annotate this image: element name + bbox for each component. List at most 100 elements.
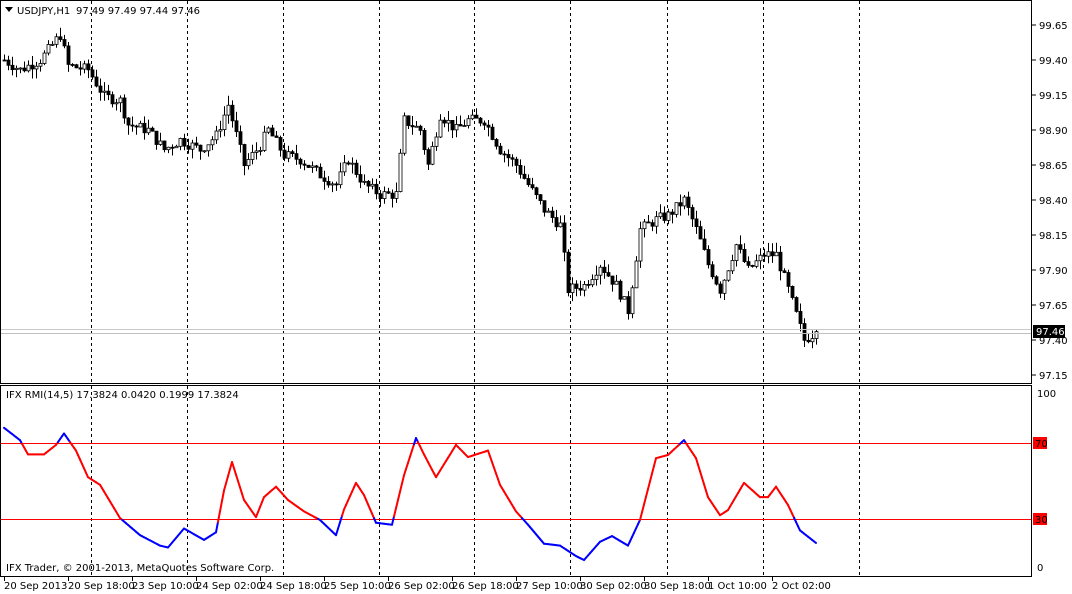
bear-candle — [450, 119, 455, 131]
bull-candle — [582, 283, 587, 291]
price-tick-label: 98.40 — [1039, 196, 1068, 207]
bull-candle — [202, 150, 207, 153]
bear-candle — [182, 138, 187, 147]
rmi-segment — [241, 492, 245, 501]
bull-candle — [138, 122, 143, 128]
bull-candle — [546, 210, 551, 213]
bear-candle — [2, 59, 7, 62]
bear-candle — [94, 76, 99, 87]
rmi-tick-label: 30 — [1035, 515, 1048, 526]
rmi-segment — [651, 464, 655, 475]
bear-candle — [6, 59, 11, 66]
price-tick-label: 98.90 — [1039, 126, 1068, 137]
bear-candle — [150, 127, 155, 132]
bear-candle — [242, 144, 247, 167]
bull-candle — [754, 260, 759, 267]
bear-candle — [686, 196, 691, 208]
bear-candle — [318, 166, 323, 179]
bull-candle — [82, 63, 87, 70]
rmi-segment — [401, 474, 405, 485]
bear-candle — [802, 323, 807, 341]
bull-candle — [642, 221, 647, 230]
bear-candle — [290, 151, 295, 155]
bear-candle — [306, 164, 311, 168]
bull-candle — [810, 338, 815, 343]
bear-candle — [554, 217, 559, 228]
bear-candle — [702, 238, 707, 250]
bear-candle — [526, 178, 531, 186]
bull-candle — [206, 144, 211, 152]
bull-candle — [766, 251, 771, 257]
rmi-segment — [215, 520, 219, 534]
current-price-box — [1033, 325, 1065, 338]
price-tick-label: 97.40 — [1039, 336, 1068, 347]
bear-candle — [626, 296, 631, 315]
symbol-menu-arrow-icon[interactable] — [5, 7, 13, 12]
bull-candle — [402, 115, 407, 154]
bull-candle — [26, 64, 31, 72]
bull-candle — [730, 260, 735, 272]
price-pane-border — [0, 0, 1032, 384]
bull-candle — [758, 254, 763, 262]
bull-candle — [638, 228, 643, 262]
bear-candle — [426, 149, 431, 165]
bull-candle — [338, 171, 343, 186]
time-tick-label: 20 Sep 2013 — [4, 581, 67, 592]
bear-candle — [618, 280, 623, 300]
bull-candle — [18, 67, 23, 70]
bear-candle — [410, 125, 415, 128]
rmi-segment — [403, 468, 407, 477]
current-price-label: 97.46 — [1036, 327, 1065, 338]
bull-candle — [682, 196, 687, 207]
bear-candle — [678, 202, 683, 207]
bear-candle — [186, 145, 191, 150]
bear-candle — [66, 45, 71, 65]
time-tick-label: 2 Oct 02:00 — [772, 581, 831, 592]
rmi-tick-label: 100 — [1037, 389, 1056, 400]
bear-candle — [530, 184, 535, 189]
symbol-label: USDJPY,H1 — [17, 6, 70, 17]
bull-candle — [434, 136, 439, 147]
bull-candle — [814, 331, 819, 339]
bear-candle — [490, 126, 495, 140]
bull-candle — [774, 251, 779, 257]
bull-candle — [658, 212, 663, 218]
rmi-segment — [339, 514, 343, 524]
bull-candle — [166, 146, 171, 151]
bear-candle — [482, 122, 487, 126]
bull-candle — [570, 283, 575, 294]
bull-candle — [222, 114, 227, 130]
time-tick-label: 24 Sep 02:00 — [196, 581, 263, 592]
rmi-segment — [489, 455, 493, 463]
bear-candle — [238, 131, 243, 145]
bull-candle — [470, 114, 475, 120]
rmi-segment — [391, 515, 395, 526]
bear-candle — [298, 158, 303, 165]
bear-candle — [786, 272, 791, 287]
bear-candle — [506, 154, 511, 159]
price-tick-label: 97.90 — [1039, 266, 1068, 277]
time-tick-label: 1 Oct 10:00 — [708, 581, 767, 592]
bull-candle — [722, 279, 727, 294]
bull-candle — [666, 211, 671, 221]
bull-candle — [226, 104, 231, 116]
bear-candle — [750, 265, 755, 267]
bear-candle — [386, 191, 391, 194]
bear-candle — [538, 194, 543, 202]
bear-candle — [374, 183, 379, 195]
bear-candle — [130, 124, 135, 127]
bull-candle — [630, 287, 635, 315]
bear-candle — [314, 165, 319, 168]
bull-candle — [342, 162, 347, 173]
ohlc-readout: 97.49 97.49 97.44 97.46 — [76, 6, 200, 17]
bear-candle — [170, 146, 175, 149]
rmi-segment — [231, 461, 235, 470]
bear-candle — [194, 142, 199, 146]
bull-candle — [594, 274, 599, 280]
time-tick-label: 30 Sep 18:00 — [644, 581, 711, 592]
bear-candle — [162, 140, 167, 151]
bull-candle — [266, 127, 271, 133]
candles — [1, 27, 1031, 349]
indicator-pane-border — [0, 385, 1032, 577]
